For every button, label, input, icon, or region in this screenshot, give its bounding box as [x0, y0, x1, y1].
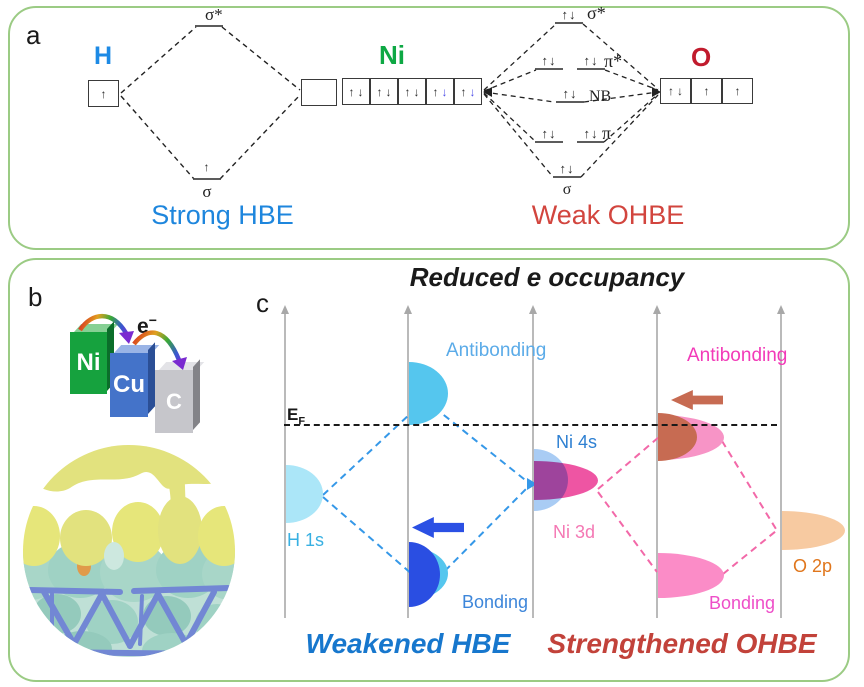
antibonding-right-label: Antibonding	[687, 345, 788, 366]
o-p-box-1: ↑ ↓	[660, 78, 691, 104]
lattice-sticks	[27, 585, 231, 657]
up-arrow: ↑	[460, 84, 467, 99]
panel-c-title: Reduced e occupancy	[409, 262, 685, 292]
pi-star-electrons-2: ↑↓	[583, 53, 599, 68]
sigma-right-label: σ	[562, 181, 572, 198]
up-arrow: ↑	[100, 86, 107, 101]
ni-block-label: Ni	[76, 349, 101, 376]
down-arrow: ↓	[357, 84, 364, 99]
electron-minus: −	[148, 312, 157, 328]
ohbe-diamond-dashed	[597, 436, 777, 575]
panel-b-border	[8, 258, 850, 682]
panel-a-tag: a	[26, 20, 41, 50]
fan-arrowhead-right	[652, 87, 661, 97]
panel-b-tag: b	[28, 282, 43, 312]
o2p-label: O 2p	[793, 556, 833, 576]
panel-c-tag: c	[256, 288, 269, 318]
up-arrow: ↑	[432, 84, 439, 99]
orbital-level-lines	[193, 22, 605, 180]
pi-electrons-2: ↑↓	[583, 126, 599, 141]
ni-block: Ni	[70, 332, 107, 394]
hbe-diamond-arrowhead	[527, 478, 537, 490]
panel-a-border	[8, 6, 850, 250]
pi-label: π	[602, 123, 612, 143]
pi-star-electrons-1: ↑↓	[541, 53, 557, 68]
down-arrow: ↓	[385, 84, 392, 99]
ni-d-box-3: ↑ ↓	[398, 78, 426, 105]
o-atom-label: O	[691, 42, 712, 72]
ni3d-label: Ni 3d	[553, 522, 596, 542]
electron-e: e	[137, 315, 149, 338]
ni4s-label: Ni 4s	[556, 432, 598, 452]
up-arrow: ↑	[668, 84, 674, 98]
ni-d-box-4: ↑ ↓	[426, 78, 454, 105]
h1s-label: H 1s	[287, 530, 325, 550]
weakened-hbe-label: Weakened HBE	[305, 628, 511, 659]
nb-electrons: ↑↓	[562, 86, 578, 101]
up-arrow: ↑	[734, 84, 741, 98]
nb-label: NB	[589, 88, 612, 105]
down-arrow-blue: ↓	[469, 84, 476, 99]
h-atom-label: H	[94, 42, 113, 70]
ni-atom-label: Ni	[379, 40, 405, 70]
fan-arrowhead-left	[483, 87, 492, 97]
cu-block-label: Cu	[113, 371, 145, 398]
up-arrow: ↑	[404, 84, 411, 99]
h-ni-diamond-lines	[120, 26, 301, 180]
sigma-left-label: σ	[202, 182, 212, 201]
up-arrow: ↑	[348, 84, 355, 99]
ni-d-box-1: ↑ ↓	[342, 78, 370, 105]
up-arrow: ↑	[703, 84, 710, 98]
dos-axes	[284, 313, 782, 618]
bonding-left-label: Bonding	[462, 592, 529, 612]
o-p-box-2: ↑	[691, 78, 722, 104]
pi-electrons-1: ↑↓	[541, 126, 557, 141]
c-block: C	[155, 370, 193, 433]
antibonding-left-label: Antibonding	[446, 340, 547, 361]
dos-axis-arrowheads	[281, 305, 785, 314]
c-block-label: C	[166, 388, 182, 414]
down-arrow: ↓	[413, 84, 420, 99]
fermi-level-label: EF	[287, 405, 305, 427]
strengthened-ohbe-label: Strengthened OHBE	[547, 628, 817, 659]
sigma-left-electron: ↑	[203, 160, 211, 174]
h-orbital-box: ↑	[88, 80, 119, 107]
sigma-star-left-label: σ*	[205, 5, 223, 24]
cu-block: Cu	[110, 353, 148, 417]
weak-ohbe-label: Weak OHBE	[531, 200, 685, 230]
down-arrow-blue: ↓	[441, 84, 448, 99]
ni-d-box-2: ↑ ↓	[370, 78, 398, 105]
ef-e: E	[287, 405, 299, 424]
electron-label: e−	[137, 312, 157, 339]
pi-star-label: π*	[604, 51, 623, 71]
fermi-level-line	[284, 424, 777, 426]
ni-o-fan-lines	[483, 23, 659, 178]
sigma-star-electrons: ↑↓	[561, 7, 577, 22]
down-arrow: ↓	[677, 84, 683, 98]
strong-hbe-label: Strong HBE	[151, 200, 294, 230]
ef-sub: F	[298, 415, 306, 428]
o-p-box-3: ↑	[722, 78, 753, 104]
hbe-diamond-dashed	[322, 399, 530, 589]
up-arrow: ↑	[376, 84, 383, 99]
ni-d-box-5: ↑ ↓	[454, 78, 482, 105]
charge-density-sphere	[23, 445, 235, 657]
sigma-star-right-label: σ*	[587, 3, 606, 23]
ni-empty-orbital-box	[301, 79, 337, 106]
sigma-electrons: ↑↓	[559, 161, 575, 176]
bonding-right-label: Bonding	[709, 593, 776, 613]
